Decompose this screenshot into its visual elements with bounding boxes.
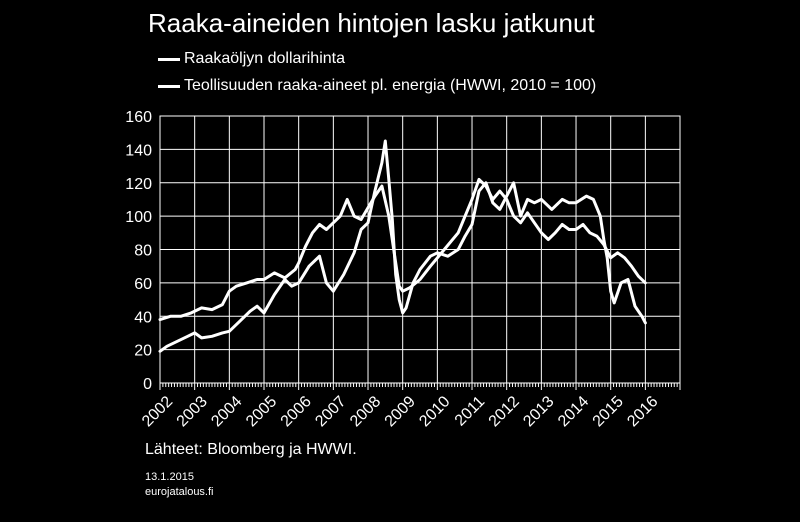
y-tick-label: 40 [134,309,152,326]
y-tick-label: 140 [125,142,152,159]
source-note: Lähteet: Bloomberg ja HWWI. [145,441,357,458]
x-tick-label: 2015 [590,393,627,430]
legend-label-industrial: Teollisuuden raaka-aineet pl. energia (H… [184,77,597,94]
x-tick-label: 2009 [382,393,419,430]
legend-item-oil: Raakaöljyn dollarihinta [158,50,345,68]
series-line-oil [158,139,647,353]
x-tick-label: 2016 [624,393,661,430]
x-tick-label: 2014 [555,393,592,430]
y-tick-label: 0 [143,376,152,393]
x-tick-label: 2006 [278,393,315,430]
y-tick-label: 20 [134,343,152,360]
series-line-industrial [158,177,647,322]
axis-layer [159,115,681,390]
chart-title: Raaka-aineiden hintojen lasku jatkunut [148,8,595,38]
publication-date: 13.1.2015 [145,471,194,483]
x-tick-label: 2013 [520,393,557,430]
legend-swatch-oil [158,57,180,61]
legend-label-oil: Raakaöljyn dollarihinta [184,50,345,67]
y-tick-label: 80 [134,243,152,260]
label-layer: 0204060801001201401602002200320042005200… [125,109,661,430]
x-tick-label: 2012 [486,393,523,430]
x-tick-label: 2010 [416,393,453,430]
x-tick-label: 2003 [174,393,211,430]
x-tick-label: 2005 [243,393,280,430]
legend-swatch-industrial [158,84,180,88]
site-name: eurojatalous.fi [145,486,214,498]
x-tick-label: 2011 [452,393,488,429]
y-tick-label: 60 [134,276,152,293]
grid-layer [160,116,680,383]
x-tick-label: 2008 [347,393,384,430]
legend-item-industrial: Teollisuuden raaka-aineet pl. energia (H… [158,77,596,95]
x-tick-label: 2007 [312,393,349,430]
y-tick-label: 120 [125,176,152,193]
x-tick-label: 2004 [208,393,245,430]
y-tick-label: 160 [125,109,152,126]
y-tick-label: 100 [125,209,152,226]
x-tick-label: 2002 [139,393,176,430]
series-layer [158,139,647,353]
